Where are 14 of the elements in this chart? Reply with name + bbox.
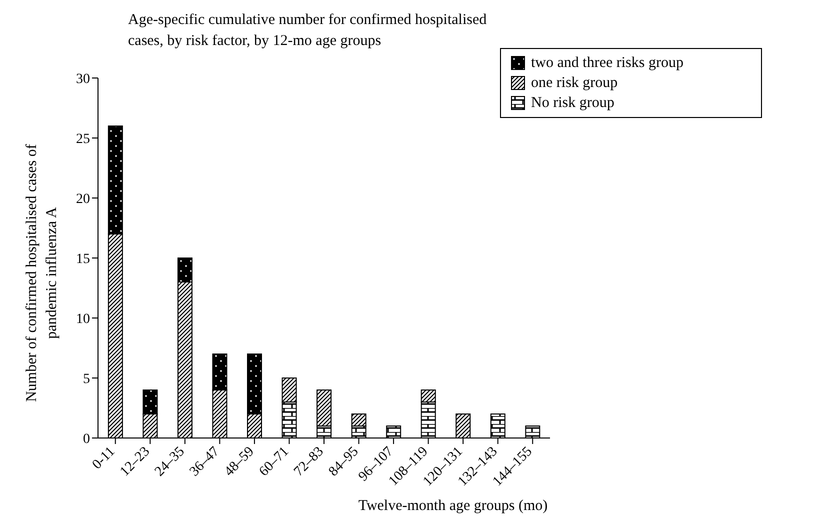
y-tick-label: 10 bbox=[76, 312, 90, 327]
y-tick-label: 5 bbox=[83, 372, 90, 387]
y-axis-title: Number of confirmed hospitalised cases of pandemic influenza A bbox=[23, 143, 61, 403]
y-tick-label: 0 bbox=[83, 432, 90, 447]
x-axis-title: Twelve-month age groups (mo) bbox=[357, 498, 549, 515]
y-tick-label: 25 bbox=[76, 132, 90, 147]
y-tick-label: 30 bbox=[76, 72, 90, 87]
y-tick-label: 20 bbox=[76, 192, 90, 207]
legend-label: No risk group bbox=[530, 94, 616, 113]
chart-title: Age-specific cumulative number for confirmed hospitalised cases, by risk factor, by 12-mo age groups bbox=[128, 11, 488, 51]
y-tick-label: 15 bbox=[76, 252, 90, 267]
x-tick-label: 0-11 bbox=[90, 444, 118, 473]
legend-label: two and three risks group bbox=[530, 54, 684, 73]
legend-label: one risk group bbox=[530, 74, 619, 93]
